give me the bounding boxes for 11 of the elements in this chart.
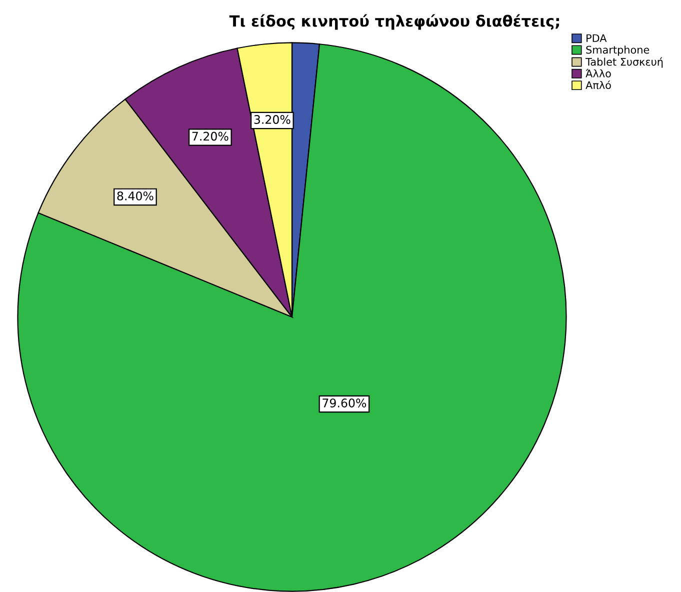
data-label: 3.20% xyxy=(254,115,290,124)
legend-label: Tablet Συσκευή xyxy=(586,57,663,68)
legend-label: Απλό xyxy=(586,80,611,90)
pie-slice xyxy=(17,44,567,592)
data-label: 7.20% xyxy=(192,132,228,141)
data-label: 79.60% xyxy=(322,398,366,408)
legend-label: Smartphone xyxy=(586,46,650,56)
chart-title: Τι είδος κινητού τηλεφώνου διαθέτεις; xyxy=(229,14,559,30)
legend-label: Άλλο xyxy=(586,68,611,78)
legend-label: PDA xyxy=(586,34,607,42)
data-label: 8.40% xyxy=(117,191,154,200)
